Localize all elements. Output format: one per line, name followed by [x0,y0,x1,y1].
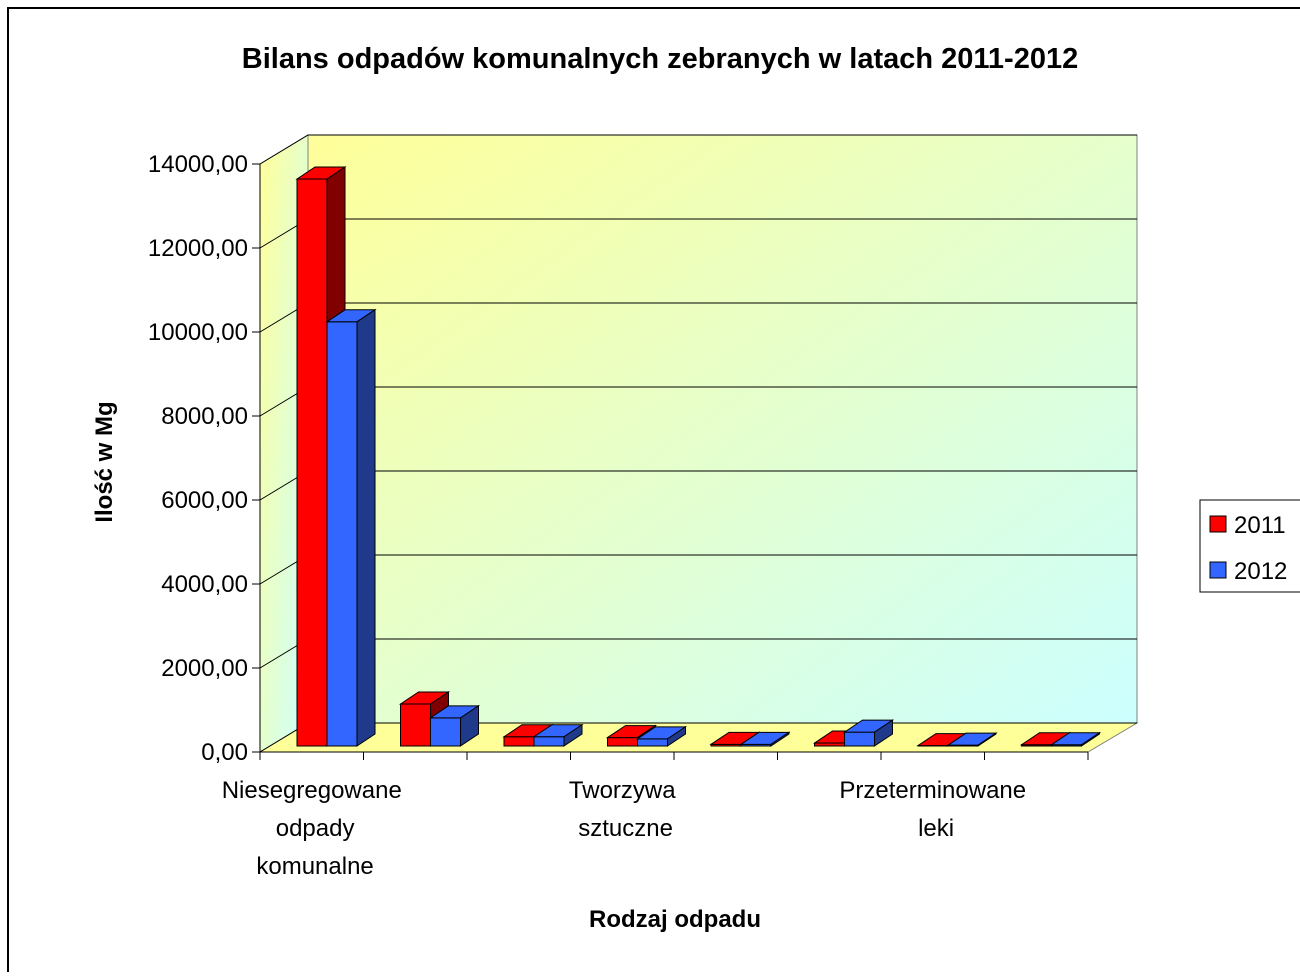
bar-front [327,322,357,746]
legend-swatch [1210,562,1226,578]
bar-front [401,704,431,746]
bar-front [638,739,668,746]
y-tick-label: 0,00 [201,739,248,766]
bar-front [534,737,564,746]
legend-swatch [1210,516,1226,532]
legend-label: 2011 [1234,512,1286,539]
y-tick-label: 2000,00 [161,655,248,682]
floor [260,723,1137,752]
y-tick-label: 4000,00 [161,571,248,598]
chart-title: Bilans odpadów komunalnych zebranych w l… [242,43,1078,75]
y-tick-label: 6000,00 [161,487,248,514]
bar-front [504,737,534,746]
y-tick-label: 12000,00 [148,235,248,262]
y-axis-title: Ilość w Mg [91,401,118,522]
y-tick-label: 8000,00 [161,403,248,430]
bar-front [845,732,875,746]
bar-front [297,179,327,746]
x-axis-title: Rodzaj odpadu [589,906,761,933]
bar-front [431,718,461,746]
bar-side [357,310,375,746]
bar-front [608,738,638,746]
y-tick-label: 14000,00 [148,151,248,178]
legend-label: 2012 [1234,558,1287,585]
back-wall [308,135,1137,723]
y-tick-label: 10000,00 [148,319,248,346]
bar [327,310,375,746]
